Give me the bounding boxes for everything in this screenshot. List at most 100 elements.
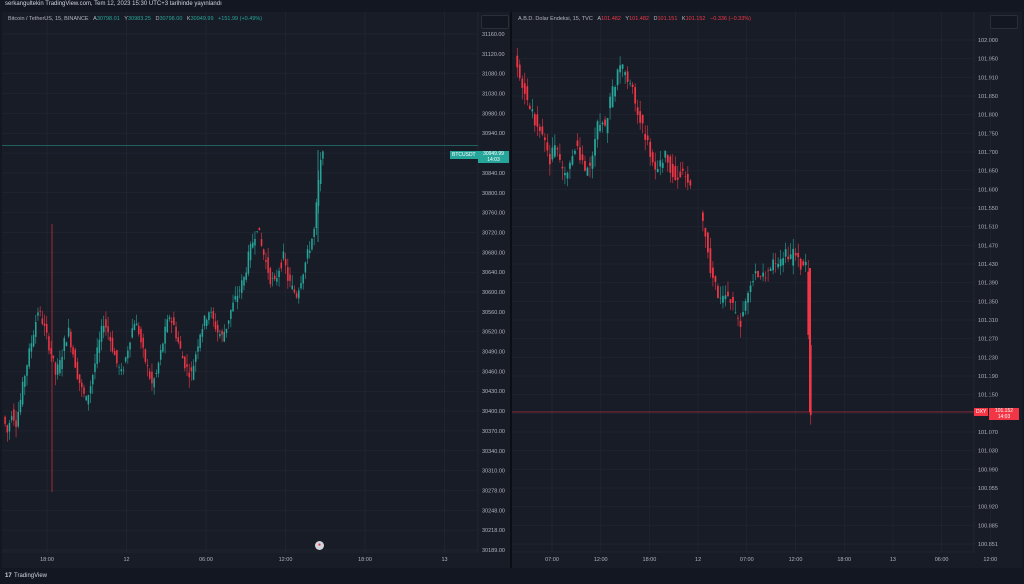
x-tick-label: 07:00 xyxy=(545,557,559,563)
btc-menu-button[interactable] xyxy=(481,15,509,29)
flag-event-icon[interactable]: ● xyxy=(315,541,324,550)
candle-body xyxy=(759,276,762,277)
candle-body xyxy=(92,375,94,385)
candle-body xyxy=(208,312,210,321)
candle-body xyxy=(574,150,576,154)
y-tick-label: 100.885 xyxy=(978,523,998,529)
btc-close-label: K xyxy=(186,16,191,22)
candle-body xyxy=(531,109,534,112)
candle-body xyxy=(784,249,787,257)
candle-body xyxy=(164,326,166,344)
btc-low-label: D xyxy=(155,16,160,22)
candle-body xyxy=(291,285,293,290)
candle-body xyxy=(151,371,153,384)
candle-body xyxy=(636,107,639,115)
candle-body xyxy=(541,126,544,135)
candle-body xyxy=(284,259,287,266)
dxy-menu-button[interactable] xyxy=(990,15,1018,29)
candle-body xyxy=(155,372,158,375)
candle-body xyxy=(566,172,569,179)
y-tick-label: 101.800 xyxy=(978,113,998,119)
candle-body xyxy=(639,111,642,123)
candle-body xyxy=(65,342,68,347)
candle-body xyxy=(516,55,519,68)
y-tick-label: 101.430 xyxy=(978,262,998,268)
candle-body xyxy=(709,248,712,274)
candle-body xyxy=(199,334,201,348)
candle-body xyxy=(747,293,749,303)
candle-body xyxy=(107,326,109,333)
candle-body xyxy=(313,228,315,237)
candle-body xyxy=(787,256,790,260)
candle-body xyxy=(256,231,258,232)
candle-body xyxy=(230,309,232,319)
tradingview-brand[interactable]: TradingView xyxy=(14,573,48,579)
candle-body xyxy=(254,238,256,246)
candle-body xyxy=(39,311,41,312)
y-tick-label: 30520.00 xyxy=(482,330,505,336)
dxy-title: A.B.D. Dolar Endeksi, 15, TVC xyxy=(518,16,593,22)
candle-body xyxy=(227,320,230,324)
btc-last-price: 30949.99 xyxy=(483,151,504,157)
candle-body xyxy=(624,72,626,76)
candle-body xyxy=(676,177,679,180)
panel-divider[interactable] xyxy=(510,12,512,568)
candle-body xyxy=(727,291,729,297)
candle-body xyxy=(762,272,764,277)
y-tick-label: 100.990 xyxy=(978,467,998,473)
dxy-chart-canvas[interactable]: 102.000 101.950 101.910 101.850 101.800 101.7… xyxy=(512,12,1022,568)
candle-body xyxy=(579,147,581,161)
dxy-change: −0.336 (−0.33%) xyxy=(710,16,751,22)
candle-body xyxy=(606,118,609,134)
candle-body xyxy=(221,330,223,335)
candle-body xyxy=(190,367,193,372)
candle-body xyxy=(779,259,782,267)
candle-body xyxy=(543,137,546,141)
candle-body xyxy=(752,281,754,283)
candle-body xyxy=(249,243,252,261)
btc-chart-panel[interactable]: 31160.00 31120.00 31080.00 31030.00 30980.00… xyxy=(2,12,510,568)
candle-body xyxy=(10,416,13,421)
dxy-low-label: D xyxy=(653,16,658,22)
y-tick-label: 30560.00 xyxy=(482,310,505,316)
dxy-countdown: 14:03 xyxy=(997,414,1011,420)
candle-body xyxy=(186,364,188,367)
candle-body xyxy=(210,311,212,313)
candle-body xyxy=(116,350,118,364)
candle-body xyxy=(569,162,571,169)
y-tick-label: 30278.00 xyxy=(482,488,505,494)
btc-chart-canvas[interactable]: 31160.00 31120.00 31080.00 31030.00 30980.00… xyxy=(2,12,510,568)
candle-body xyxy=(689,180,692,186)
y-tick-label: 101.030 xyxy=(978,449,998,455)
btc-symbol-tag: BTCUSDT xyxy=(450,151,478,159)
candle-body xyxy=(181,356,184,359)
dxy-chart-panel[interactable]: 102.000 101.950 101.910 101.850 101.800 101.7… xyxy=(512,12,1022,568)
candle-body xyxy=(799,258,802,270)
candle-body xyxy=(260,239,263,246)
y-tick-label: 101.950 xyxy=(978,57,998,63)
candle-body xyxy=(8,422,11,432)
candle-body xyxy=(278,270,280,278)
y-tick-label: 30400.00 xyxy=(482,409,505,415)
x-tick-label: 12 xyxy=(695,557,701,563)
y-tick-label: 30680.00 xyxy=(482,250,505,256)
candle-body xyxy=(146,365,149,367)
candle-body xyxy=(782,258,785,266)
candle-body xyxy=(295,293,298,298)
y-tick-label: 30248.00 xyxy=(482,508,505,514)
dxy-last-price-flag: 101.152 14:03 xyxy=(989,408,1019,420)
candle-body xyxy=(712,267,714,278)
candle-body xyxy=(581,154,584,161)
candle-body xyxy=(722,295,724,303)
candle-body xyxy=(247,251,250,274)
candle-body xyxy=(212,311,215,319)
x-tick-label: 12 xyxy=(123,557,129,563)
y-tick-label: 101.270 xyxy=(978,337,998,343)
btc-last-price-flag: 30949.99 14:03 xyxy=(478,151,509,163)
candle-body xyxy=(521,78,524,88)
candle-body xyxy=(111,337,114,352)
candle-body xyxy=(131,328,133,338)
candle-body xyxy=(774,263,777,264)
candle-body xyxy=(559,154,561,160)
candle-body xyxy=(179,341,182,349)
